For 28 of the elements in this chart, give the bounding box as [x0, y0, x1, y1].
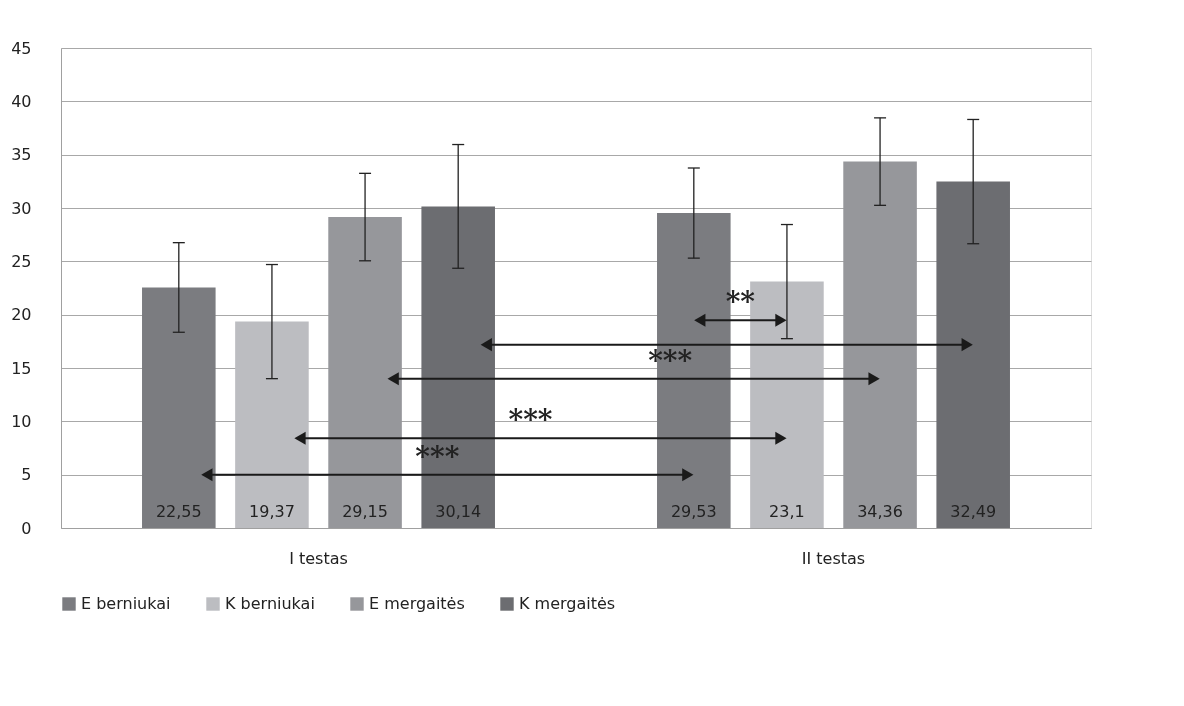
- data-label: 23,1: [769, 502, 805, 521]
- bar: [142, 287, 216, 528]
- data-label: 34,36: [857, 502, 903, 521]
- x-tick-label: I testas: [289, 548, 348, 568]
- annotation: ***: [508, 403, 553, 437]
- y-tick-label: 10: [11, 411, 32, 431]
- data-label: 30,14: [435, 502, 482, 521]
- legend-label: K berniukai: [225, 594, 315, 613]
- y-tick-label: 40: [11, 91, 32, 111]
- x-tick-label: II testas: [801, 548, 866, 568]
- data-label: 32,49: [950, 502, 997, 521]
- bar: [235, 321, 309, 528]
- y-tick-label: 20: [11, 305, 32, 325]
- data-label: 19,37: [249, 502, 295, 521]
- legend-label: K mergaitės: [519, 594, 616, 613]
- y-tick-label: 0: [21, 518, 32, 538]
- legend-label: E mergaitės: [369, 594, 465, 613]
- y-tick-label: 45: [11, 38, 32, 58]
- y-tick-label: 25: [11, 251, 32, 271]
- data-label: 29,15: [342, 502, 388, 521]
- y-tick-label: 15: [11, 358, 32, 378]
- y-tick-label: 5: [21, 465, 32, 485]
- y-tick-label: 30: [11, 198, 32, 218]
- data-label: 22,55: [155, 502, 202, 521]
- legend-label: E berniukai: [81, 594, 171, 613]
- data-label: 29,53: [670, 502, 717, 521]
- bar: [936, 181, 1010, 528]
- y-tick-label: 35: [11, 145, 32, 165]
